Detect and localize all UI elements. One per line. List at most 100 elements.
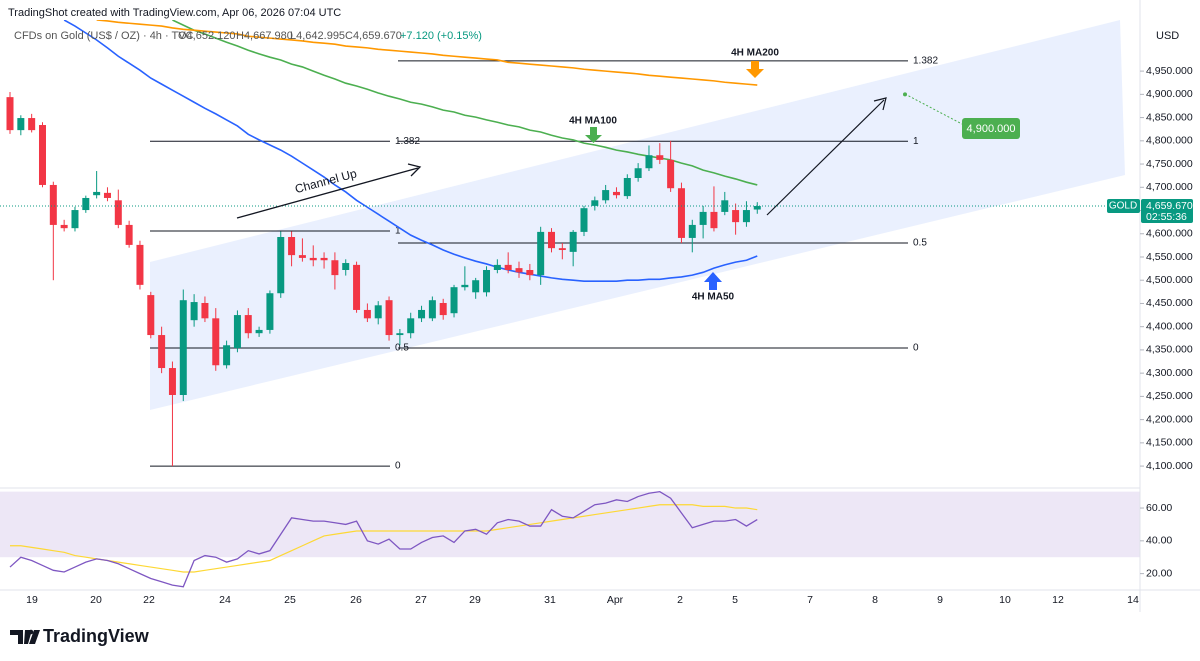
y-tick-label: 4,900.000: [1146, 88, 1193, 100]
candle-body: [320, 257, 328, 261]
candle-body: [93, 191, 101, 196]
candle-body: [407, 318, 415, 334]
ma-line: [96, 20, 758, 86]
rsi-tick-label: 20.00: [1146, 567, 1172, 579]
candle-body: [28, 118, 36, 131]
arrow-head: [873, 97, 887, 111]
x-tick-label: 27: [415, 594, 427, 606]
candle-body: [266, 293, 274, 330]
candle-body: [168, 368, 176, 395]
candle-body: [201, 302, 209, 319]
x-tick-label: 12: [1052, 594, 1064, 606]
candle-body: [233, 315, 241, 349]
y-tick-label: 4,250.000: [1146, 390, 1193, 402]
fib-label: 1: [395, 226, 401, 237]
candle-body: [667, 159, 675, 189]
projection-arrow: [766, 99, 885, 216]
target-connector: [904, 93, 963, 125]
candle-body: [331, 260, 339, 276]
x-tick-label: 31: [544, 594, 556, 606]
candle-body: [623, 177, 631, 197]
candle-body: [753, 206, 761, 210]
candle-body: [298, 255, 306, 258]
candle-body: [483, 269, 491, 293]
price-label: 4,659.670: [1146, 200, 1193, 212]
x-tick-label: 8: [872, 594, 878, 606]
brand: TradingView: [43, 626, 150, 646]
candle-body: [190, 302, 198, 321]
y-tick-label: 4,400.000: [1146, 320, 1193, 332]
candle-body: [255, 329, 263, 334]
x-tick-label: Apr: [607, 594, 624, 606]
y-tick-label: 4,350.000: [1146, 344, 1193, 356]
candle-body: [223, 345, 231, 366]
candle-body: [125, 224, 133, 245]
candle-body: [212, 318, 220, 366]
y-tick-label: 4,600.000: [1146, 228, 1193, 240]
candle-body: [612, 191, 620, 196]
candle-body: [548, 231, 555, 249]
symbol-tag: [1107, 199, 1140, 214]
candle-body: [71, 210, 79, 229]
candle-body: [244, 315, 252, 334]
x-tick-label: 22: [143, 594, 155, 606]
candle-body: [374, 305, 382, 319]
candle-body: [38, 125, 46, 185]
ma-label: 4H MA100: [569, 116, 617, 127]
fib-label: 0: [395, 461, 401, 472]
ma-arrow: [704, 272, 722, 290]
ohlc-open: O4,652.120: [178, 30, 236, 42]
x-tick-label: 14: [1127, 594, 1139, 606]
candle-body: [385, 300, 393, 336]
candle-body: [504, 264, 512, 270]
x-tick-label: 10: [999, 594, 1011, 606]
candle-body: [493, 264, 501, 270]
candle-body: [591, 200, 599, 206]
x-tick-label: 25: [284, 594, 296, 606]
countdown: 02:55:36: [1146, 211, 1187, 223]
candle-body: [439, 302, 447, 316]
y-tick-label: 4,950.000: [1146, 65, 1193, 77]
x-tick-label: 26: [350, 594, 362, 606]
fib-label: 1: [913, 136, 919, 147]
y-tick-label: 4,450.000: [1146, 297, 1193, 309]
candle-body: [515, 268, 523, 273]
candle-body: [428, 300, 436, 319]
x-tick-label: 9: [937, 594, 943, 606]
rsi-line: [9, 490, 758, 588]
x-tick-label: 19: [26, 594, 38, 606]
y-tick-label: 4,200.000: [1146, 413, 1193, 425]
rsi-tick-label: 60.00: [1146, 502, 1172, 514]
arrow-head: [407, 163, 422, 177]
y-tick-label: 4,100.000: [1146, 460, 1193, 472]
fib-label: 0.5: [913, 238, 927, 249]
candle-body: [114, 200, 122, 225]
candle-body: [147, 295, 155, 336]
watermark: TradingShot created with TradingView.com…: [8, 7, 341, 19]
candle-body: [472, 280, 480, 293]
candle-body: [656, 155, 664, 160]
candle-body: [526, 269, 534, 276]
candle-body: [721, 200, 729, 212]
candle-body: [732, 210, 740, 223]
channel-arrow: [236, 167, 419, 219]
candle-body: [60, 224, 68, 229]
currency: USD: [1156, 30, 1179, 42]
ohlc-low: L4,642.995: [290, 30, 345, 42]
candle-body: [688, 224, 696, 238]
axes: 4,100.000 4,150.000 4,200.000 4,250.000 4,30…: [26, 65, 1193, 606]
candle-body: [158, 335, 166, 369]
candle-body: [461, 284, 469, 288]
change: +7.120 (+0.15%): [400, 30, 482, 42]
symbol: CFDs on Gold (US$ / OZ) · 4h · TVC: [14, 30, 194, 42]
candle-body: [342, 263, 350, 270]
candle-body: [677, 188, 685, 238]
logo: [10, 630, 32, 644]
logo: [29, 630, 40, 644]
candle-body: [309, 257, 317, 261]
candle-body: [418, 309, 426, 319]
rsi-tick-label: 40.00: [1146, 535, 1172, 547]
ma-label: 4H MA50: [692, 292, 735, 303]
candle-body: [82, 197, 90, 211]
